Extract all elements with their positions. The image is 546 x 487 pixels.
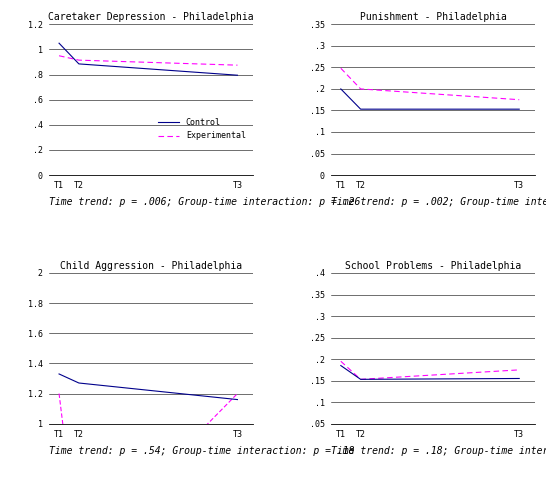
Title: Child Aggression - Philadelphia: Child Aggression - Philadelphia <box>60 261 242 271</box>
Text: Time trend: p = .54; Group-time interaction: p = .18: Time trend: p = .54; Group-time interact… <box>49 446 355 456</box>
Text: Time trend: p = .18; Group-time interaction: p = .66: Time trend: p = .18; Group-time interact… <box>331 446 546 456</box>
Title: Punishment - Philadelphia: Punishment - Philadelphia <box>360 12 507 22</box>
Text: Time trend: p = .002; Group-time interaction: p = .63: Time trend: p = .002; Group-time interac… <box>331 197 546 207</box>
Text: Time trend: p = .006; Group-time interaction: p = .26: Time trend: p = .006; Group-time interac… <box>49 197 360 207</box>
Title: School Problems - Philadelphia: School Problems - Philadelphia <box>345 261 521 271</box>
Title: Caretaker Depression - Philadelphia: Caretaker Depression - Philadelphia <box>49 12 254 22</box>
Legend: Control, Experimental: Control, Experimental <box>155 115 249 144</box>
